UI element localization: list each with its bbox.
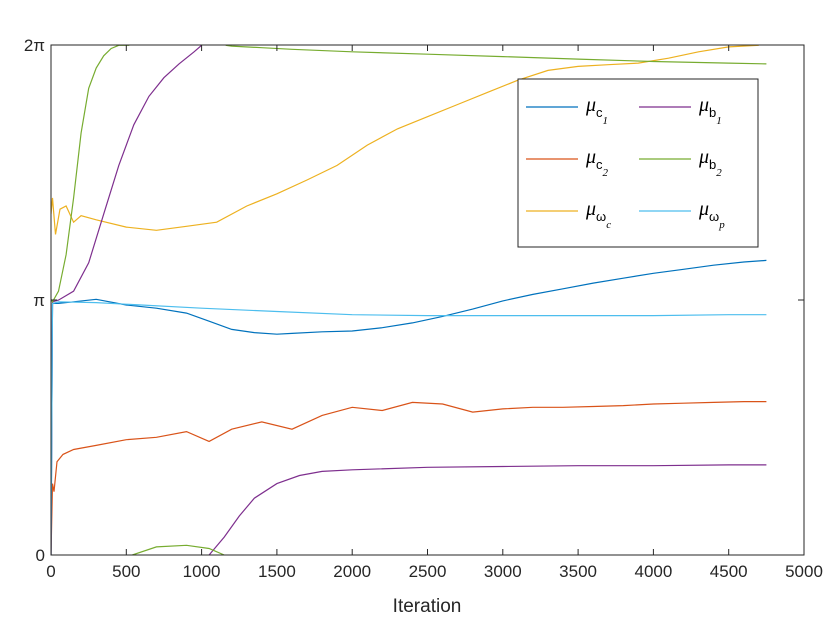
legend-label: μc1 (585, 94, 608, 127)
series-line-2 (51, 401, 767, 555)
legend-label: μωp (698, 198, 725, 231)
legend-label: μb2 (698, 146, 722, 179)
legend-label: μb1 (698, 94, 722, 127)
legend: μc1 μc2 μωc μb1 μb2 μωp (517, 78, 759, 248)
legend-label: μc2 (585, 146, 609, 179)
series-line-5-segment-3 (225, 45, 767, 65)
series-line-6 (51, 301, 767, 555)
series-layer (51, 45, 767, 555)
x-axis-title: Iteration (393, 596, 462, 617)
x-tick-label: 500 (112, 562, 140, 581)
series-line-4-segment-1 (51, 45, 202, 555)
axes-layer: 0 500 1000 1500 2000 2500 3000 3500 4000 4500 5000… (24, 36, 823, 581)
x-tick-label: 4000 (634, 562, 672, 581)
legend-label: μωc (585, 198, 611, 231)
x-tick-label: 3000 (484, 562, 522, 581)
x-tick-label: 1000 (183, 562, 221, 581)
x-tick-label: 5000 (785, 562, 823, 581)
y-tick-label: π (33, 291, 45, 310)
y-tick-label: 0 (36, 546, 45, 565)
series-line-5-segment-2 (132, 544, 225, 555)
x-tick-label: 2000 (333, 562, 371, 581)
x-tick-label: 1500 (258, 562, 296, 581)
series-line-3 (51, 45, 759, 235)
x-tick-label: 4500 (710, 562, 748, 581)
x-tick-label: 3500 (559, 562, 597, 581)
series-line-4-segment-2 (208, 464, 767, 555)
y-tick-label: 2π (24, 36, 45, 55)
x-tick-label: 2500 (409, 562, 447, 581)
x-tick-label: 0 (46, 562, 55, 581)
